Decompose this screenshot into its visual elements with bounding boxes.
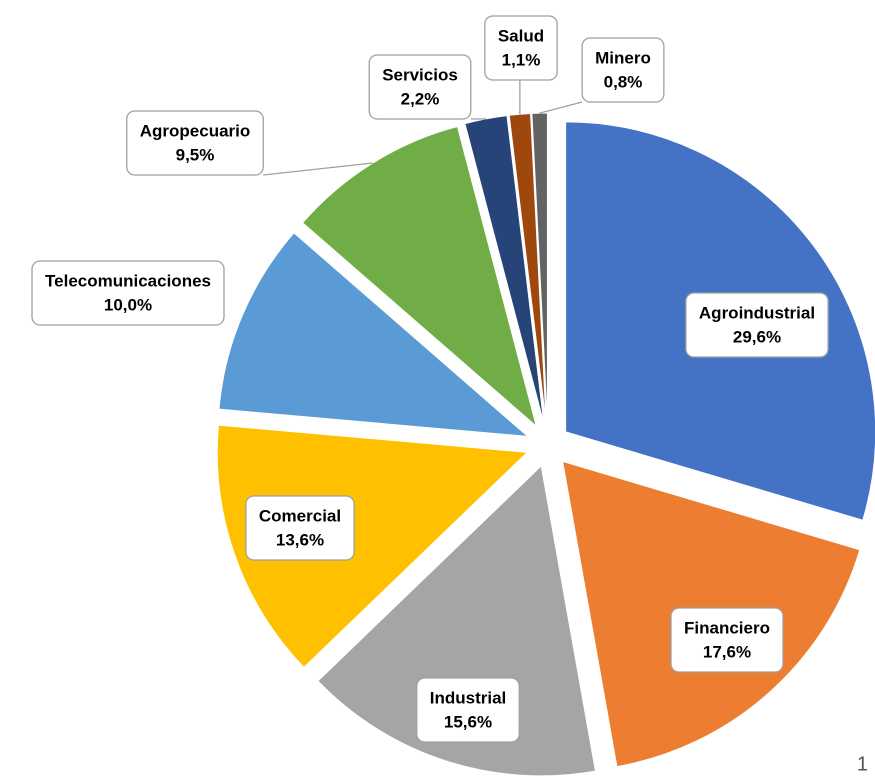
label-box xyxy=(31,260,225,326)
label-box xyxy=(126,110,264,176)
pie-slice xyxy=(301,125,538,428)
slices xyxy=(216,112,875,777)
data-label: Financiero 17,6% xyxy=(670,607,784,673)
pie-slice xyxy=(218,232,530,438)
data-label: Agropecuario 9,5% xyxy=(126,110,264,176)
data-label: Minero 0,8% xyxy=(581,37,665,103)
label-category: Minero xyxy=(595,48,651,67)
pie-slice xyxy=(216,424,529,669)
label-value: 15,6% xyxy=(444,712,492,731)
pie-slice xyxy=(531,112,548,424)
data-label: Comercial 13,6% xyxy=(245,495,355,561)
label-value: 10,0% xyxy=(104,295,152,314)
label-box xyxy=(416,677,520,743)
leader-line xyxy=(539,101,583,114)
label-category: Financiero xyxy=(684,618,770,637)
label-category: Agropecuario xyxy=(140,121,251,140)
data-label: Industrial 15,6% xyxy=(416,677,520,743)
label-category: Comercial xyxy=(259,506,341,525)
label-box xyxy=(581,37,665,103)
label-category: Agroindustrial xyxy=(699,303,815,322)
data-label: Salud 1,1% xyxy=(484,15,558,81)
label-value: 9,5% xyxy=(176,145,215,164)
label-box xyxy=(685,292,829,358)
leader-line xyxy=(263,162,373,176)
data-label: Telecomunicaciones 10,0% xyxy=(31,260,225,326)
label-value: 17,6% xyxy=(703,642,751,661)
label-value: 29,6% xyxy=(733,327,781,346)
data-label: Servicios 2,2% xyxy=(368,54,472,120)
label-box xyxy=(484,15,558,81)
label-value: 2,2% xyxy=(401,89,440,108)
label-category: Salud xyxy=(498,26,544,45)
label-category: Industrial xyxy=(430,688,507,707)
label-value: 1,1% xyxy=(502,50,541,69)
label-value: 13,6% xyxy=(276,530,324,549)
pie-slice xyxy=(317,464,597,777)
label-category: Servicios xyxy=(382,65,458,84)
label-value: 0,8% xyxy=(604,72,643,91)
data-label: Agroindustrial 29,6% xyxy=(685,292,829,358)
label-box xyxy=(670,607,784,673)
label-category: Telecomunicaciones xyxy=(45,271,211,290)
label-box xyxy=(368,54,472,120)
page-number: 1 xyxy=(857,753,868,775)
label-box xyxy=(245,495,355,561)
